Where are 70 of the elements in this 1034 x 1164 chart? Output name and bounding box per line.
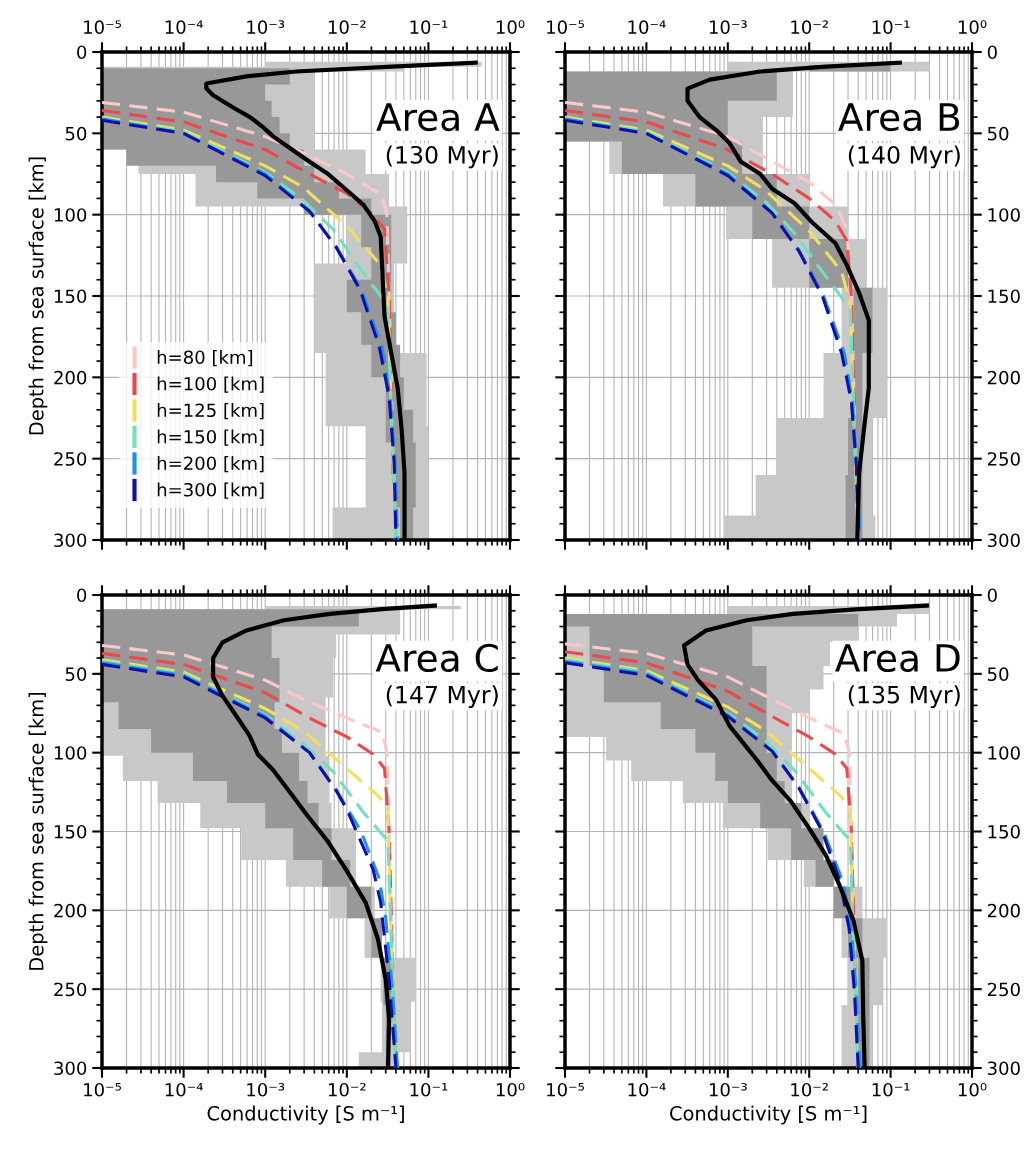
- y-tick-label: 150: [988, 824, 1020, 839]
- y-tick-label: 300: [987, 533, 1020, 548]
- y-tick-label: 200: [987, 370, 1020, 385]
- y-tick-label: 50: [65, 126, 87, 141]
- y-tick-label: 300: [987, 1061, 1020, 1076]
- y-tick-label: 100: [54, 746, 87, 760]
- y-tick-label: 300: [54, 1061, 87, 1076]
- x-tick-label: 10⁻²: [791, 20, 828, 34]
- y-tick-label: 0: [987, 588, 997, 603]
- annotation: Area C: [375, 643, 498, 673]
- annotation: (130 Myr): [386, 145, 498, 169]
- x-tick-label: 10⁰: [496, 1082, 525, 1097]
- y-tick-label: 250: [54, 452, 87, 466]
- legend-label: h=150 [km]: [157, 429, 264, 446]
- y-tick-label: 250: [987, 452, 1020, 466]
- legend-label: h=80 [km]: [157, 350, 253, 367]
- legend-label: h=100 [km]: [157, 376, 264, 393]
- y-tick-label: 200: [54, 370, 87, 385]
- x-tick-label: 10⁻²: [328, 20, 366, 34]
- annotation: (140 Myr): [848, 145, 960, 169]
- y-tick-label: 100: [988, 746, 1020, 760]
- x-tick-label: 10⁻²: [791, 1082, 828, 1097]
- annotation: Area D: [835, 644, 960, 673]
- y-tick-label: 150: [54, 824, 87, 839]
- annotation: Area B: [838, 103, 960, 132]
- x-axis-title: Conductivity [S m⁻¹]: [670, 1105, 867, 1125]
- x-tick-label: 10⁻²: [328, 1082, 366, 1097]
- x-tick-label: 10⁻⁵: [84, 1082, 122, 1097]
- x-tick-label: 10⁻⁵: [547, 1082, 585, 1097]
- x-tick-label: 10⁰: [958, 20, 987, 34]
- x-tick-label: 10⁻⁵: [547, 20, 585, 34]
- y-tick-label: 200: [54, 903, 87, 918]
- y-axis-title: Depth from sea surface [km]: [28, 692, 48, 970]
- x-tick-label: 10⁻¹: [872, 20, 910, 34]
- y-tick-label: 50: [987, 126, 1009, 141]
- y-tick-label: 150: [54, 289, 87, 304]
- x-axis-title: Conductivity [S m⁻¹]: [207, 1105, 404, 1125]
- legend-label: h=300 [km]: [157, 482, 264, 499]
- y-tick-label: 250: [54, 982, 87, 997]
- y-tick-label: 300: [54, 533, 87, 548]
- annotation: Area A: [376, 103, 500, 132]
- x-tick-label: 10⁻⁵: [84, 20, 122, 34]
- x-tick-label: 10⁻³: [709, 20, 747, 34]
- x-tick-label: 10⁻³: [247, 20, 285, 34]
- x-tick-label: 10⁻¹: [410, 20, 448, 34]
- y-tick-label: 0: [77, 588, 87, 603]
- x-tick-label: 10⁰: [496, 20, 525, 34]
- annotation: (147 Myr): [386, 685, 498, 709]
- x-tick-label: 10⁻⁴: [165, 20, 203, 34]
- y-tick-label: 250: [987, 982, 1020, 997]
- x-tick-label: 10⁻³: [709, 1082, 747, 1097]
- y-tick-label: 50: [65, 667, 87, 681]
- y-tick-label: 150: [988, 289, 1020, 304]
- y-tick-label: 200: [987, 903, 1020, 918]
- y-tick-label: 100: [988, 208, 1020, 222]
- x-tick-label: 10⁻⁴: [628, 20, 666, 34]
- y-tick-label: 0: [987, 45, 997, 60]
- legend-label: h=200 [km]: [157, 456, 264, 473]
- x-tick-label: 10⁻⁴: [165, 1082, 203, 1097]
- x-tick-label: 10⁻¹: [410, 1082, 448, 1097]
- y-axis-title: Depth from sea surface [km]: [28, 157, 48, 435]
- legend-label: h=125 [km]: [157, 403, 264, 420]
- annotation: (135 Myr): [848, 685, 960, 709]
- x-tick-label: 10⁻⁴: [628, 1082, 666, 1097]
- y-tick-label: 0: [77, 45, 87, 60]
- y-tick-label: 100: [54, 208, 87, 222]
- x-tick-label: 10⁰: [958, 1082, 987, 1097]
- x-tick-label: 10⁻¹: [872, 1082, 910, 1097]
- y-tick-label: 50: [987, 667, 1009, 681]
- x-tick-label: 10⁻³: [247, 1082, 285, 1097]
